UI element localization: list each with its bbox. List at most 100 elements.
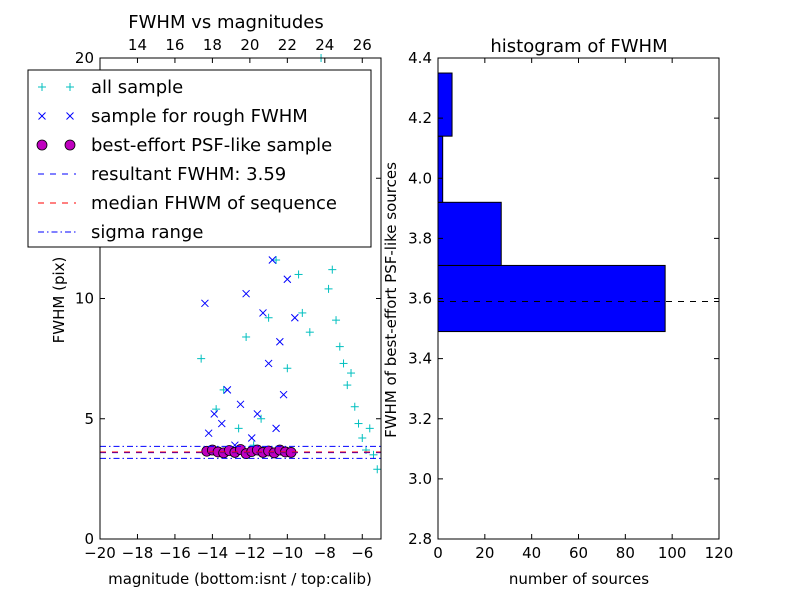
legend-marker <box>66 112 74 120</box>
series-1-point-b <box>279 390 288 399</box>
y-tick-label: 3.2 <box>408 410 432 428</box>
left-chart-ylabel: FWHM (pix) <box>50 257 68 344</box>
y-tick-label: 3.4 <box>408 350 432 368</box>
series-1-point-b <box>223 386 232 394</box>
series-0-point <box>272 256 281 265</box>
x-tick-label: −20 <box>84 544 116 562</box>
top-tick-label: 16 <box>165 36 184 54</box>
top-tick-label: 20 <box>240 36 259 54</box>
series-1-point-b <box>236 400 245 409</box>
left-chart-title: FWHM vs magnitudes <box>128 12 323 33</box>
series-1-point-b <box>201 299 209 308</box>
series-1-point <box>217 419 226 428</box>
legend-marker <box>38 83 46 91</box>
y-tick-label: 3.8 <box>408 229 432 247</box>
series-1-point <box>259 309 267 317</box>
x-tick-label: 120 <box>705 544 734 562</box>
top-tick-label: 22 <box>278 36 297 54</box>
series-0-point <box>324 284 333 293</box>
series-0-point <box>373 465 382 474</box>
legend-label: all sample <box>91 77 183 98</box>
y-tick-label: 20 <box>75 49 94 67</box>
legend-marker-b <box>66 112 74 120</box>
right-plot-area: 0 20 40 60 80 100 120 2.8 3.0 3.2 3.4 3.6 3.8 4.0 4.2 4… <box>408 49 733 562</box>
series-1-point <box>279 390 288 399</box>
series-0-point <box>305 328 314 337</box>
y-tick-label: 0 <box>84 530 94 548</box>
series-0-point <box>354 419 363 428</box>
series-0-point <box>358 433 367 442</box>
series-1-point-b <box>210 410 219 418</box>
legend-label: best-effort PSF-like sample <box>91 135 332 156</box>
series-0-point <box>339 359 348 368</box>
legend-label: sigma range <box>91 222 203 243</box>
series-0-point <box>283 364 292 373</box>
series-1-point-b <box>204 429 213 438</box>
histogram-bar <box>437 201 502 266</box>
series-1-point-b <box>247 434 256 442</box>
series-1-point <box>272 424 280 433</box>
y-tick-label: 4.0 <box>408 169 432 187</box>
legend-marker <box>38 112 46 120</box>
x-tick-label: −18 <box>122 544 154 562</box>
series-0-point <box>347 369 356 378</box>
x-tick-label: −14 <box>197 544 229 562</box>
series-0-point <box>350 402 359 411</box>
right-chart-xlabel: number of sources <box>509 570 649 588</box>
series-1-point <box>204 429 213 438</box>
series-1-point-b <box>283 275 292 284</box>
legend-marker <box>64 139 76 151</box>
series-1-point <box>210 410 219 418</box>
series-1-point-b <box>217 419 226 428</box>
series-1-point-b <box>264 359 273 368</box>
series-1-point <box>275 337 284 346</box>
top-tick-label: 26 <box>353 36 372 54</box>
legend-marker-b <box>38 112 46 120</box>
series-1-point <box>223 386 232 394</box>
x-tick-label: 100 <box>658 544 687 562</box>
x-tick-label: −16 <box>159 544 191 562</box>
top-tick-label: 14 <box>128 36 147 54</box>
top-tick-label: 24 <box>315 36 334 54</box>
y-tick-label: 2.8 <box>408 530 432 548</box>
y-tick-label: 3.6 <box>408 290 432 308</box>
legend-marker <box>36 139 48 151</box>
right-chart-ylabel: FWHM of best-effort PSF-like sources <box>382 162 400 438</box>
left-chart-xlabel: magnitude (bottom:isnt / top:calib) <box>108 570 372 588</box>
series-1-point <box>290 313 299 322</box>
series-0-point <box>332 316 341 325</box>
legend-label: sample for rough FWHM <box>91 106 308 127</box>
series-1-point-b <box>268 256 277 264</box>
x-tick-label: 20 <box>475 544 494 562</box>
series-1-point-b <box>259 309 267 317</box>
series-1-point <box>236 400 245 409</box>
right-chart-title: histogram of FWHM <box>490 36 667 57</box>
series-0-point <box>298 308 307 317</box>
y-tick-label: 4.2 <box>408 109 432 127</box>
series-1-point-b <box>242 289 250 298</box>
legend: all sample sample for rough FWHM best-effo… <box>27 69 372 248</box>
series-1-point-b <box>272 424 280 433</box>
series-1-point <box>242 289 250 298</box>
series-1-point <box>247 434 256 442</box>
y-tick-label: 4.4 <box>408 49 432 67</box>
top-tick-label: 18 <box>203 36 222 54</box>
x-tick-label: 60 <box>569 544 588 562</box>
y-tick-label: 10 <box>75 290 94 308</box>
series-1-point <box>268 256 277 264</box>
series-1-point <box>283 275 292 284</box>
series-0-point <box>219 385 228 394</box>
series-1-point-b <box>253 410 262 418</box>
series-1-point <box>201 299 209 308</box>
legend-box <box>27 69 372 248</box>
series-0-point <box>369 450 378 459</box>
series-1-point-b <box>290 313 299 322</box>
series-0-point <box>197 354 206 363</box>
series-0-point <box>257 414 266 423</box>
series-0-point <box>335 342 344 351</box>
x-tick-label: 80 <box>616 544 635 562</box>
histogram-bar <box>437 72 453 137</box>
histogram-bar <box>437 135 444 203</box>
legend-label: median FHWM of sequence <box>91 193 337 214</box>
